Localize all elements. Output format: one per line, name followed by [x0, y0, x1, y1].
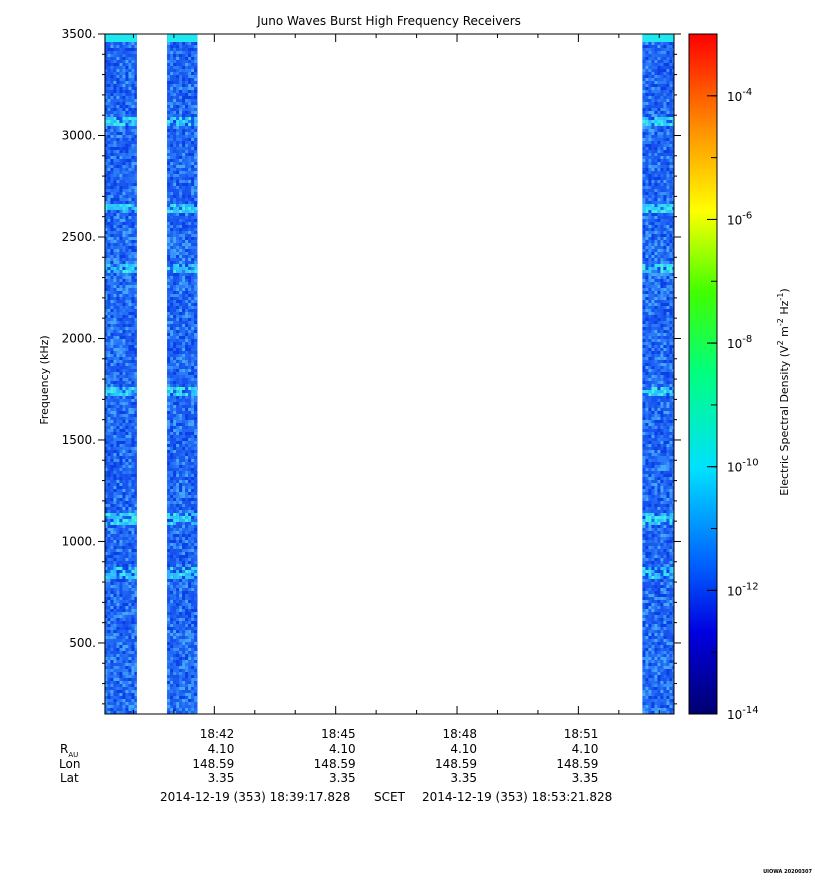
x-tick-label-1: 18:45	[321, 727, 356, 741]
data-column-1	[167, 34, 198, 714]
data-column-2	[642, 34, 674, 714]
y-axis: 500. 1000. 1500. 2000. 2500. 3000. 3500.	[62, 27, 681, 705]
time-range-start: 2014-12-19 (353) 18:39:17.828	[160, 790, 350, 804]
colorbar-tick-label-2: 10-10	[727, 458, 759, 475]
lat-value-0: 3.35	[208, 771, 235, 785]
plot-frame	[104, 33, 675, 715]
x-tick-label-3: 18:51	[564, 727, 599, 741]
lat-value-1: 3.35	[329, 771, 356, 785]
rau-value-3: 4.10	[572, 742, 599, 756]
y-tick-label-3: 2000.	[62, 331, 96, 345]
rau-value-2: 4.10	[450, 742, 477, 756]
colorbar-axis: 10-14 10-12 10-10 10-8 10-6 10-4	[707, 33, 759, 722]
colorbar-tick-label-1: 10-12	[727, 581, 759, 598]
rau-value-0: 4.10	[208, 742, 235, 756]
ephem-rau-label: RAU	[60, 742, 78, 759]
x-tick-label-2: 18:48	[442, 727, 477, 741]
y-tick-label-5: 3000.	[62, 128, 96, 142]
y-tick-label-4: 2500.	[62, 230, 96, 244]
lon-value-2: 148.59	[435, 757, 477, 771]
colorbar-tick-label-5: 10-4	[727, 87, 752, 104]
y-axis-label: Frequency (kHz)	[38, 335, 51, 424]
lon-value-3: 148.59	[556, 757, 598, 771]
ephem-lat-label: Lat	[60, 771, 79, 785]
lat-value-3: 3.35	[572, 771, 599, 785]
time-range-end: 2014-12-19 (353) 18:53:21.828	[422, 790, 612, 804]
rau-value-1: 4.10	[329, 742, 356, 756]
colorbar-tick-label-3: 10-8	[727, 334, 752, 351]
y-tick-label-0: 500.	[69, 636, 96, 650]
colorbar-tick-label-4: 10-6	[727, 210, 752, 227]
colorbar	[688, 33, 718, 715]
chart-title: Juno Waves Burst High Frequency Receiver…	[256, 14, 521, 28]
spectrogram-data	[104, 34, 674, 714]
lon-value-1: 148.59	[314, 757, 356, 771]
x-axis: 18:424.10148.593.3518:454.10148.593.3518…	[132, 34, 660, 785]
colorbar-title: Electric Spectral Density (V2 m-2 Hz-1)	[776, 288, 791, 495]
colorbar-tick-label-0: 10-14	[727, 705, 759, 722]
lat-value-2: 3.35	[450, 771, 477, 785]
y-tick-label-6: 3500.	[62, 27, 96, 41]
data-column-0	[104, 34, 137, 714]
x-tick-label-0: 18:42	[200, 727, 235, 741]
credit-stamp: UIOWA 20200307	[763, 869, 812, 875]
ephem-lon-label: Lon	[59, 757, 80, 771]
time-range-label: SCET	[374, 790, 406, 804]
lon-value-0: 148.59	[192, 757, 234, 771]
y-tick-label-2: 1500.	[62, 433, 96, 447]
y-tick-label-1: 1000.	[62, 534, 96, 548]
